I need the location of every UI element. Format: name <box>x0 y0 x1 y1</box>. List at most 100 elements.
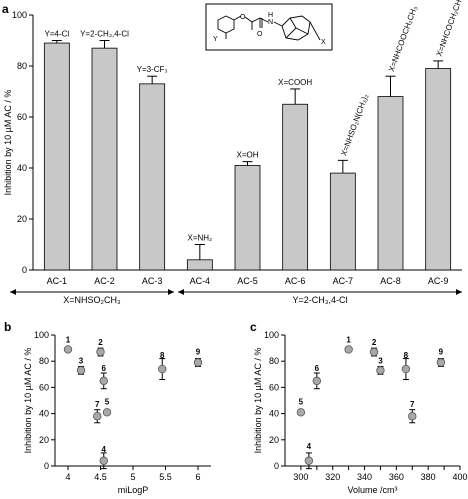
b-y-tick-label-1: 20 <box>39 435 49 445</box>
b-point-label-6: 6 <box>102 364 107 373</box>
c-point-label-9: 9 <box>439 348 444 357</box>
a-x-tick-label-2: AC-3 <box>142 276 163 286</box>
c-point-label-3: 3 <box>378 356 383 365</box>
a-group-arrowhead-right-1 <box>456 289 462 295</box>
a-bar-label-2: Y=3-CF₃ <box>137 65 168 74</box>
panel-label-c: c <box>250 320 257 334</box>
b-y-tick-label-0: 0 <box>44 461 49 471</box>
a-bar-AC-1 <box>43 42 70 271</box>
b-y-tick-label-5: 100 <box>34 330 49 340</box>
b-y-axis-title: Inhibition by 10 µM AC / % <box>23 348 33 454</box>
c-point-8 <box>401 364 411 374</box>
structure-label-o-ether: O <box>240 14 246 21</box>
b-point-label-7: 7 <box>95 400 100 409</box>
panel-label-b: b <box>4 320 11 334</box>
b-point-5 <box>102 408 112 417</box>
b-point-label-9: 9 <box>196 348 201 357</box>
c-point-label-4: 4 <box>307 442 312 451</box>
structure-bonds <box>217 15 321 41</box>
a-bar-label-6: X=NHSO₂N(CH₃)₂ <box>339 93 370 157</box>
a-bar-label-4: X=OH <box>236 151 258 160</box>
c-point-label-2: 2 <box>372 338 377 347</box>
c-x-tick-label-4: 340 <box>357 472 372 482</box>
b-point-9 <box>193 358 203 367</box>
c-point-label-1: 1 <box>346 335 351 344</box>
a-bar-label-3: X=NH₂ <box>187 234 212 243</box>
structure-label-o-carbonyl: O <box>257 31 263 38</box>
a-group-label-0: X=NHSO₂CH₃ <box>63 295 121 305</box>
structure-label-n: N <box>268 19 273 26</box>
b-point-label-3: 3 <box>79 356 84 365</box>
b-point-label-4: 4 <box>102 445 107 454</box>
b-point-2 <box>96 347 105 357</box>
b-x-tick-label-2: 5 <box>130 472 135 482</box>
c-y-tick-label-0: 0 <box>274 461 279 471</box>
a-x-tick-label-3: AC-4 <box>190 276 211 286</box>
c-y-tick-label-2: 40 <box>269 409 279 419</box>
b-y-tick-label-3: 60 <box>39 382 49 392</box>
a-y-tick-label-5: 100 <box>12 10 27 20</box>
a-x-tick-label-5: AC-6 <box>285 276 306 286</box>
b-point-label-8: 8 <box>160 351 165 360</box>
a-bar-AC-6 <box>282 103 309 271</box>
b-x-tick-label-1: 4.5 <box>94 472 107 482</box>
b-y-tick-label-2: 40 <box>39 409 49 419</box>
a-y-tick-label-1: 20 <box>17 214 27 224</box>
b-point-7 <box>93 412 102 421</box>
chemical-structure-inset: Y O H N O X <box>205 3 333 51</box>
c-point-3 <box>376 366 385 375</box>
b-point-6 <box>99 376 108 386</box>
a-group-label-1: Y=2-CH₃,4-Cl <box>293 295 348 305</box>
a-x-tick-label-6: AC-7 <box>333 276 354 286</box>
b-point-label-1: 1 <box>66 335 71 344</box>
c-point-2 <box>369 347 379 357</box>
a-bar-AC-4 <box>186 259 213 271</box>
b-point-label-5: 5 <box>105 397 110 406</box>
a-group-arrowhead-right-0 <box>168 289 174 295</box>
a-y-tick-label-0: 0 <box>22 265 27 275</box>
b-point-4 <box>99 456 108 465</box>
c-point-1 <box>344 345 353 354</box>
c-point-4 <box>304 456 314 465</box>
a-bar-AC-9 <box>425 68 452 271</box>
c-point-7 <box>408 412 417 421</box>
c-point-9 <box>436 358 446 367</box>
structure-label-y: Y <box>213 36 218 43</box>
c-y-tick-label-3: 60 <box>269 382 279 392</box>
a-bar-AC-7 <box>329 172 356 271</box>
structure-label-x: X <box>321 39 326 46</box>
panel-label-a: a <box>2 2 9 16</box>
a-bar-label-8: X=NHCOCH₂CH(CH₃)₂ <box>435 0 468 58</box>
c-y-tick-label-4: 80 <box>269 356 279 366</box>
b-y-tick-label-4: 80 <box>39 356 49 366</box>
c-point-label-5: 5 <box>299 397 304 406</box>
c-point-6 <box>312 376 322 386</box>
a-bar-AC-5 <box>234 165 261 271</box>
c-y-tick-label-5: 100 <box>264 330 279 340</box>
c-x-axis-title: Volume /cm³ <box>347 485 397 495</box>
c-x-tick-label-6: 360 <box>389 472 404 482</box>
c-point-label-8: 8 <box>404 351 409 360</box>
b-point-label-2: 2 <box>98 338 103 347</box>
a-bar-label-5: X=COOH <box>278 78 312 87</box>
c-y-axis-title: Inhibition by 10 µM AC / % <box>253 348 263 454</box>
c-x-tick-label-8: 380 <box>421 472 436 482</box>
a-group-arrowhead-left-0 <box>10 289 16 295</box>
a-x-tick-label-4: AC-5 <box>237 276 258 286</box>
b-point-1 <box>63 345 73 354</box>
b-x-tick-label-3: 5.5 <box>159 472 172 482</box>
c-point-label-7: 7 <box>410 400 415 409</box>
a-bar-label-1: Y=2-CH₃,4-Cl <box>80 30 129 39</box>
structure-label-h: H <box>268 12 273 19</box>
a-x-tick-label-8: AC-9 <box>428 276 449 286</box>
c-point-5 <box>296 408 306 417</box>
a-bar-AC-2 <box>91 47 118 271</box>
b-point-8 <box>158 364 167 374</box>
c-point-label-6: 6 <box>315 364 320 373</box>
a-y-tick-label-4: 80 <box>17 61 27 71</box>
c-x-tick-label-0: 300 <box>293 472 308 482</box>
c-x-tick-label-10: 400 <box>452 472 467 482</box>
a-bar-AC-3 <box>139 83 166 271</box>
b-x-tick-label-4: 6 <box>195 472 200 482</box>
